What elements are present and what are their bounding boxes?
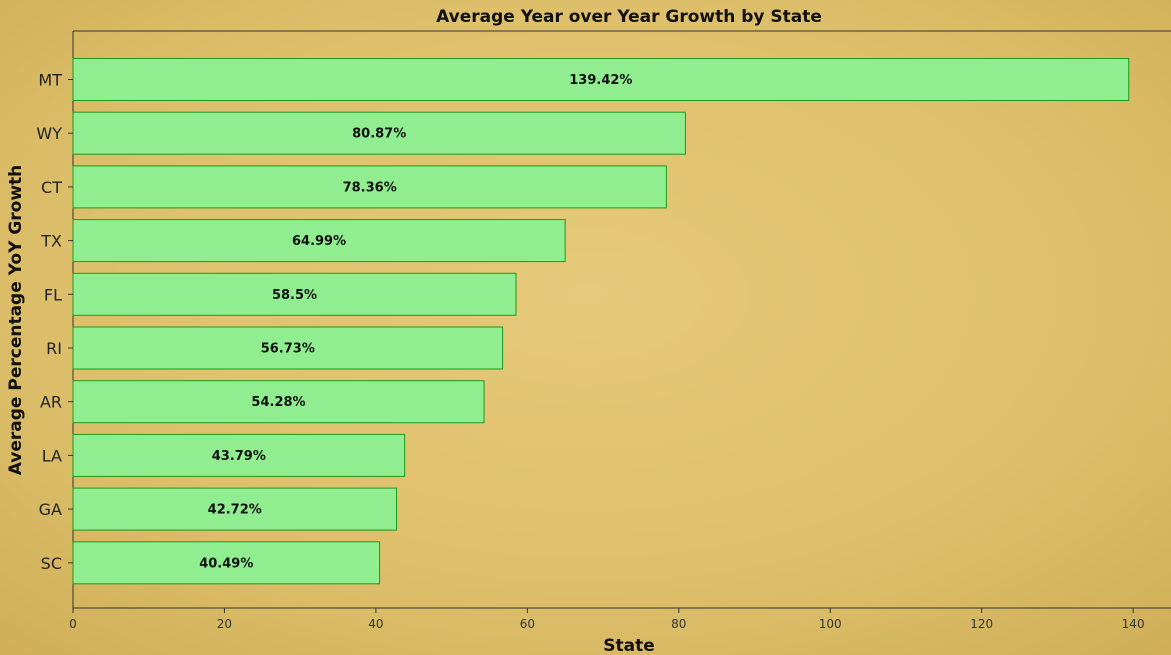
y-tick-label-sc: SC [41,554,62,573]
x-tick-label-140: 140 [1122,617,1145,631]
x-tick-label-0: 0 [69,617,77,631]
y-tick-label-la: LA [42,446,62,465]
bar-value-label-wy: 80.87% [352,127,406,142]
bar-tx [72,219,566,263]
bar-ar [72,380,485,424]
x-tick-label-20: 20 [217,617,232,631]
y-tick-label-ri: RI [46,339,62,358]
bar-value-label-ar: 54.28% [251,395,305,410]
x-tick-label-40: 40 [368,617,383,631]
y-tick-label-ar: AR [40,393,62,412]
bar-value-label-la: 43.79% [212,449,266,464]
x-tick-label-60: 60 [520,617,535,631]
x-tick-label-80: 80 [671,617,686,631]
x-ticks-group: 0 20 40 60 80 100 120 140 [69,608,1145,631]
y-tick-label-ct: CT [41,178,62,197]
bar-sc [72,541,381,585]
bar-value-label-mt: 139.42% [569,73,632,88]
x-tick-label-100: 100 [819,617,842,631]
bar-value-label-sc: 40.49% [199,556,253,571]
bar-value-label-fl: 58.5% [272,288,317,303]
bar-la [72,433,406,477]
y-tick-label-fl: FL [44,285,62,304]
chart-title: Average Year over Year Growth by State [436,7,822,27]
bar-value-label-ct: 78.36% [343,180,397,195]
bar-ct [72,165,667,209]
bar-fl [72,272,517,316]
y-tick-label-wy: WY [36,124,62,143]
bar-ri [72,326,504,370]
x-tick-label-120: 120 [970,617,993,631]
bar-labels-group: 139.42% 80.87% 78.36% 64.99% 58.5% 56.73% 54.2… [199,73,632,571]
bar-value-label-tx: 64.99% [292,234,346,249]
y-tick-label-mt: MT [38,71,62,90]
bar-mt [72,58,1130,101]
bar-value-label-ga: 42.72% [208,503,262,518]
bar-ga [72,487,397,531]
bar-value-label-ri: 56.73% [261,342,315,357]
bars-group [72,58,1130,585]
y-tick-label-tx: TX [40,232,62,251]
x-axis-label: State [603,636,655,655]
category-ticks-group: MT WY CT TX FL RI AR LA GA SC [36,71,73,573]
y-axis-label: Average Percentage YoY Growth [6,165,26,476]
y-tick-label-ga: GA [39,500,62,519]
